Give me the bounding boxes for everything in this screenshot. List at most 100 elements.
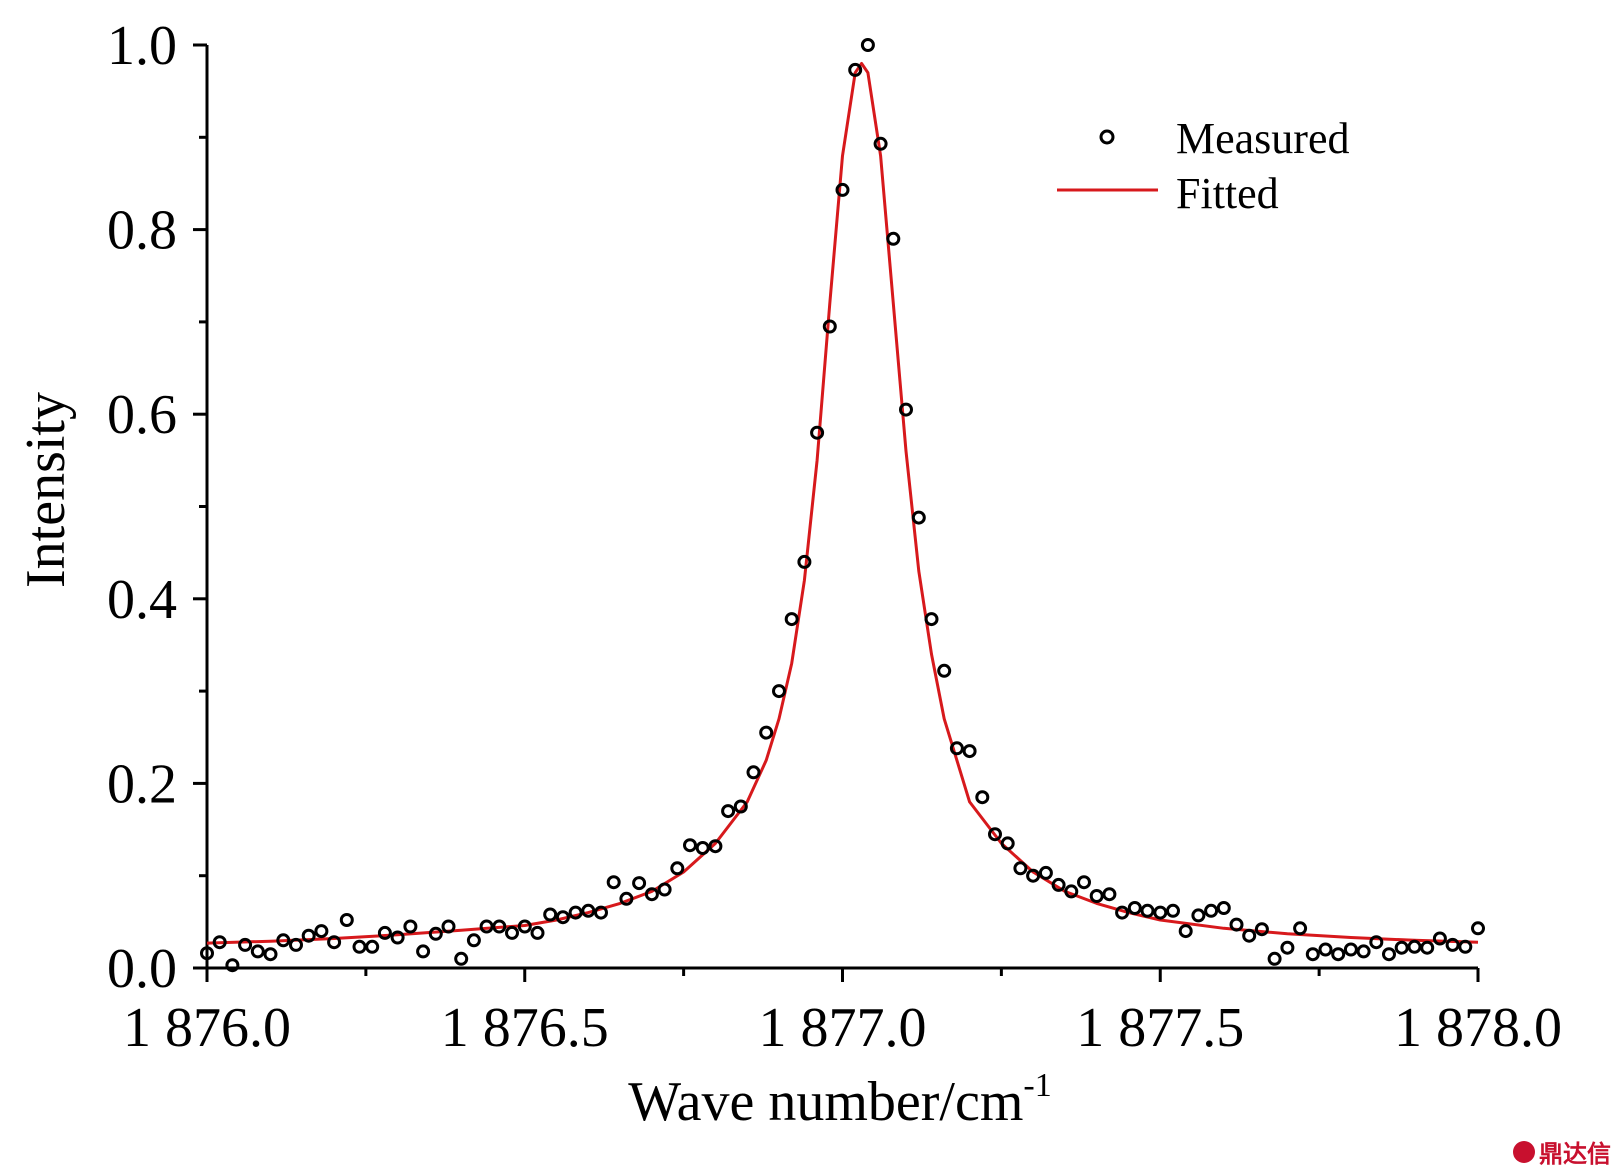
legend-fitted-label: Fitted (1176, 169, 1279, 218)
measured-point (1229, 917, 1244, 932)
measured-point (1267, 951, 1282, 966)
measured-point (924, 612, 939, 627)
measured-point (289, 937, 303, 952)
y-tick-label: 0.4 (107, 569, 177, 631)
measured-point (962, 744, 977, 759)
measured-point (1471, 921, 1485, 936)
measured-point (403, 919, 418, 934)
measured-point (479, 919, 494, 934)
measured-point (276, 933, 291, 948)
measured-point (746, 765, 761, 780)
measured-point (1445, 937, 1460, 952)
measured-point (683, 838, 697, 853)
measured-point (1432, 931, 1447, 946)
measured-point (632, 876, 647, 891)
measured-point (212, 935, 227, 950)
measured-point (670, 861, 685, 876)
measured-point (1115, 905, 1130, 920)
measured-point (441, 919, 456, 934)
measured-point (759, 725, 774, 740)
measured-point (721, 804, 736, 819)
measured-point (784, 612, 799, 627)
y-tick-label: 0.6 (107, 384, 177, 446)
measured-point (1064, 884, 1079, 899)
x-tick-label: 1 876.5 (441, 997, 609, 1059)
measured-point (1254, 922, 1269, 937)
measured-point (911, 510, 926, 525)
measured-point (555, 910, 570, 925)
measured-point (1318, 942, 1333, 957)
legend-measured-label: Measured (1176, 114, 1350, 163)
x-tick-label: 1 876.0 (123, 997, 291, 1059)
measured-point (772, 684, 786, 699)
measured-point (1191, 908, 1206, 923)
measured-point (1331, 947, 1346, 962)
measured-point (1242, 928, 1257, 943)
measured-point (1026, 868, 1041, 883)
measured-point (594, 905, 608, 920)
measured-point (1153, 905, 1168, 920)
measured-point (657, 882, 672, 897)
measured-point (377, 925, 392, 940)
legend-measured-marker (1099, 129, 1115, 145)
measured-point (390, 930, 405, 945)
measured-point (873, 136, 888, 151)
measured-point (543, 907, 558, 922)
x-axis-title-superscript: -1 (1023, 1067, 1051, 1104)
measured-point (1000, 836, 1015, 851)
measured-point (1280, 940, 1295, 955)
x-tick-label: 1 877.0 (759, 997, 927, 1059)
x-axis-title: Wave number/cm-1 (628, 1067, 1051, 1133)
measured-point (708, 839, 723, 854)
watermark-icon (1513, 1140, 1535, 1163)
measured-point (988, 827, 1002, 842)
measured-point (899, 402, 913, 417)
measured-point (1166, 903, 1180, 918)
measured-point (1216, 901, 1231, 915)
measured-point (1077, 875, 1091, 890)
measured-point (301, 928, 316, 943)
measured-point (327, 935, 342, 950)
measured-point (937, 663, 952, 678)
measured-point (250, 944, 265, 959)
measured-point (733, 799, 748, 814)
measured-point (1089, 889, 1104, 903)
legend: Measured Fitted (1057, 114, 1350, 218)
x-ticks: 1 876.0 1 876.5 1 877.0 1 877.5 1 878.0 (123, 968, 1562, 1059)
y-tick-label: 0.8 (107, 200, 177, 262)
measured-point (822, 319, 837, 334)
measured-point (1178, 924, 1193, 939)
measured-point (492, 919, 507, 934)
measured-point (835, 182, 850, 197)
measured-point (1420, 940, 1435, 955)
measured-point (466, 933, 481, 948)
measured-point (810, 425, 825, 440)
measured-point (1458, 939, 1473, 954)
x-axis-title-text: Wave number/cm (628, 1071, 1023, 1133)
measured-point (1369, 935, 1384, 950)
measured-point (886, 231, 901, 246)
measured-point (339, 913, 354, 927)
measured-point (365, 939, 380, 954)
measured-point (1356, 944, 1371, 959)
measured-point (1140, 903, 1155, 918)
measured-point (1204, 903, 1219, 918)
measured-point (352, 939, 367, 954)
y-tick-label: 0.2 (107, 753, 177, 815)
y-tick-label: 0.0 (107, 938, 177, 1000)
y-tick-label: 1.0 (107, 15, 177, 77)
y-axis-title: Intensity (15, 392, 77, 588)
measured-point (314, 924, 329, 939)
watermark-logo: 鼎达信 (1513, 1134, 1611, 1169)
measured-point (200, 946, 214, 961)
measured-point (416, 944, 431, 959)
measured-point (238, 937, 253, 952)
measured-point (530, 925, 545, 940)
measured-point (1293, 921, 1308, 936)
measured-point (644, 887, 659, 902)
measured-point (1013, 861, 1028, 876)
measured-point (225, 958, 240, 973)
measured-point (1305, 947, 1320, 962)
measured-point (949, 741, 964, 756)
